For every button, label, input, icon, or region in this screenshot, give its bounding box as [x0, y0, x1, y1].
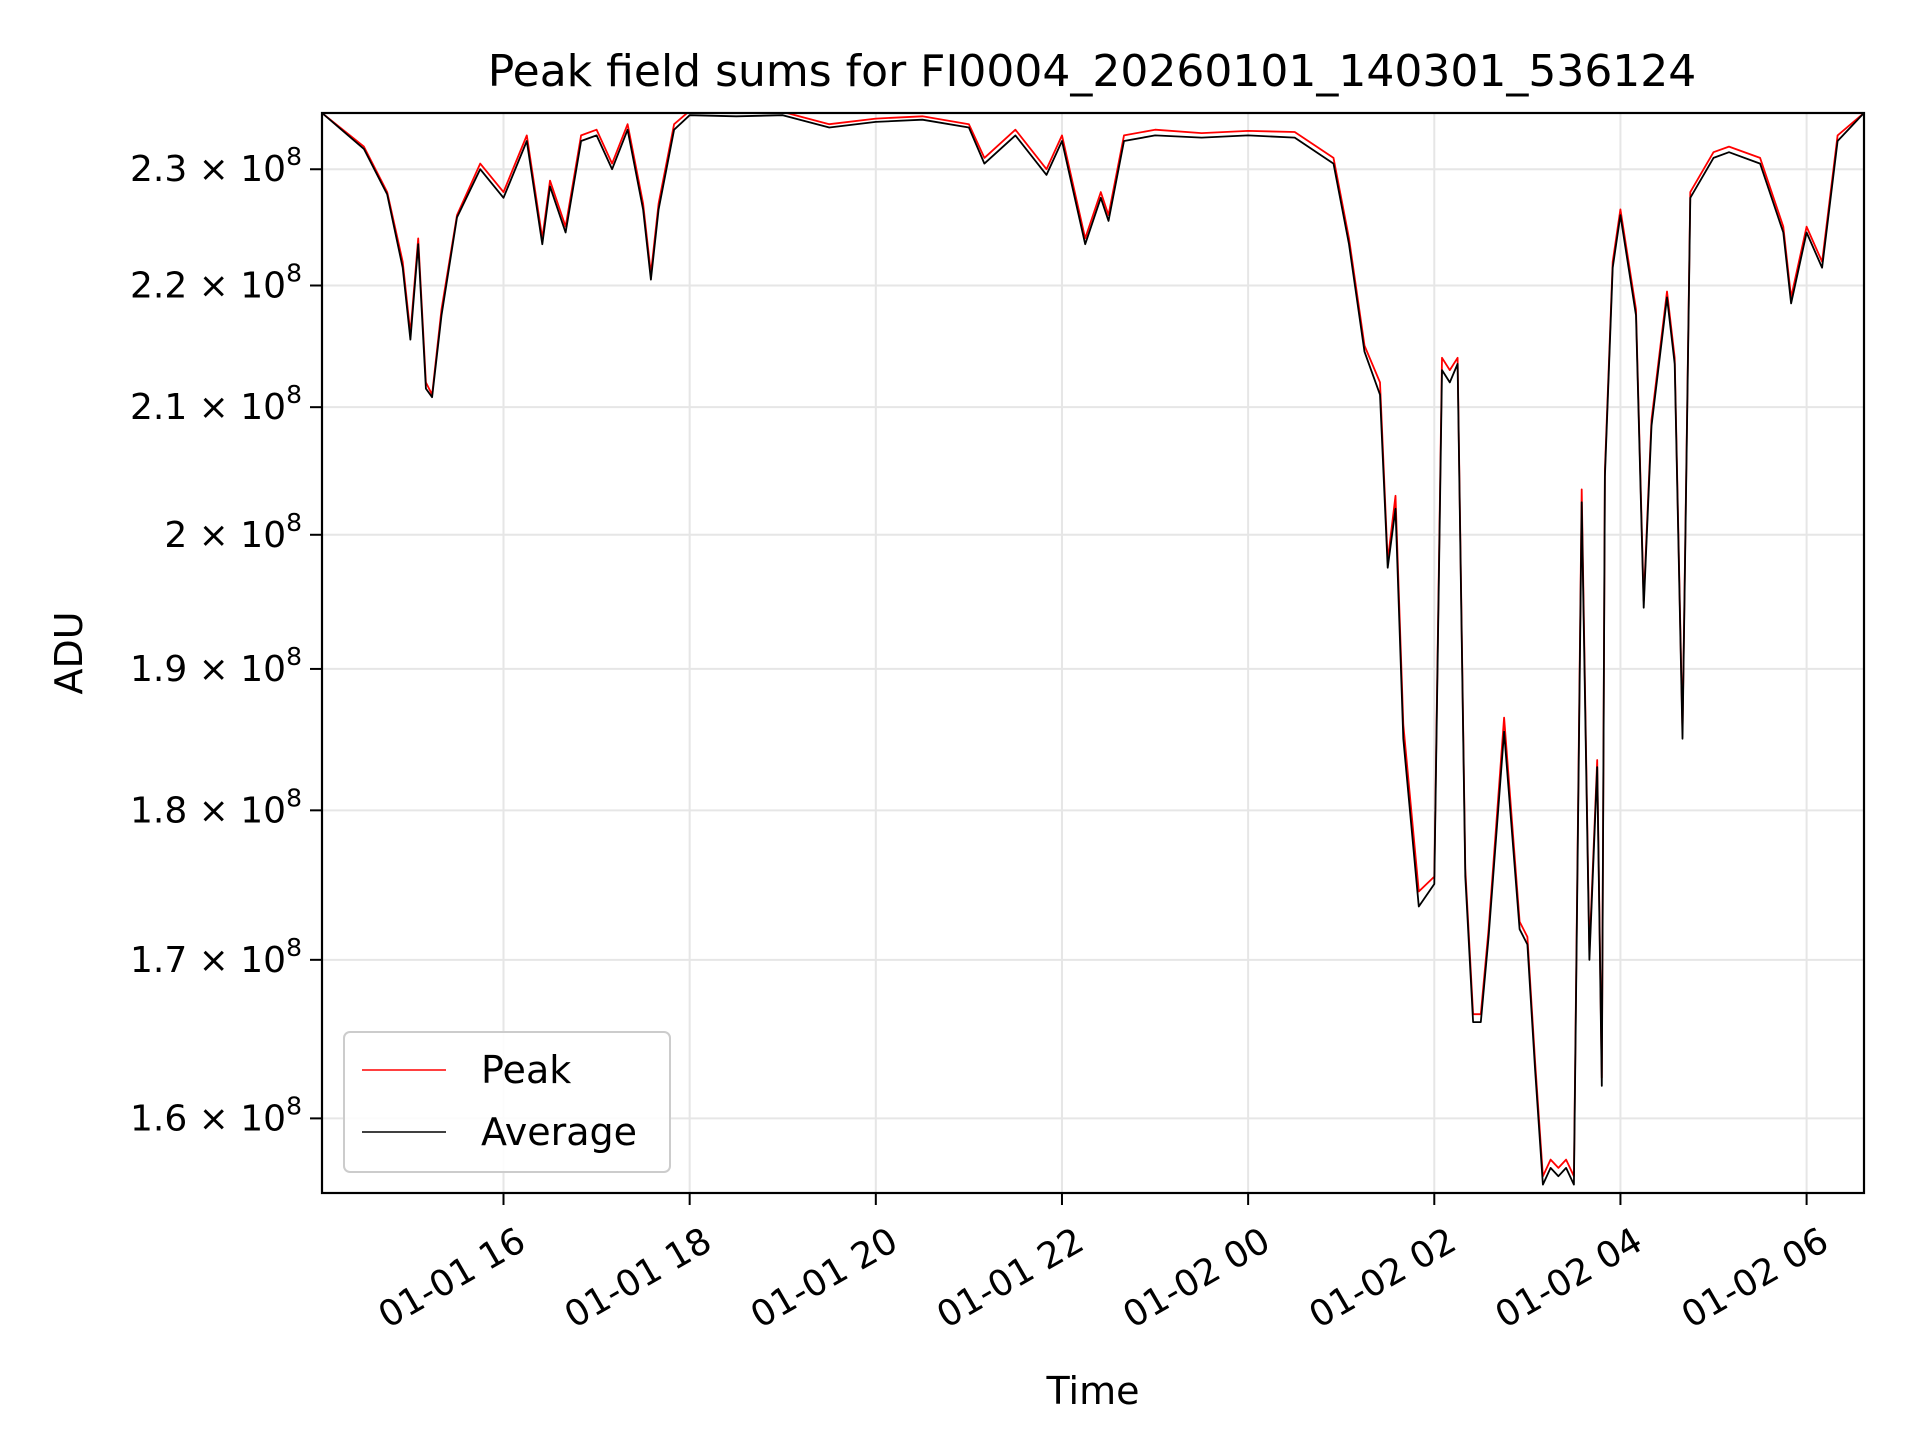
y-tick-label: 1.9 × 108 — [130, 642, 302, 690]
legend-label-average: Average — [481, 1110, 637, 1154]
legend: Peak Average — [343, 1031, 671, 1173]
series-line-average — [322, 113, 1864, 1186]
x-axis-label: Time — [1046, 1369, 1140, 1413]
y-tick-label: 2.1 × 108 — [130, 380, 302, 428]
plot-frame — [320, 111, 1866, 1195]
y-tick-label: 2.2 × 108 — [130, 259, 302, 307]
y-tick-label: 2.3 × 108 — [130, 142, 302, 190]
y-tick-label: 2 × 108 — [164, 508, 302, 556]
plot-area — [322, 113, 1864, 1186]
legend-box — [343, 1031, 671, 1173]
y-tick-label: 1.8 × 108 — [130, 783, 302, 831]
y-axis-label: ADU — [47, 611, 91, 694]
chart-title: Peak field sums for FI0004_20260101_1403… — [488, 46, 1697, 97]
y-axis: 1.6 × 108 1.7 × 108 1.8 × 108 1.9 × 108 2 × … — [130, 142, 322, 1139]
legend-label-peak: Peak — [481, 1048, 571, 1092]
y-tick-label: 1.7 × 108 — [130, 933, 302, 981]
y-tick-label: 1.6 × 108 — [130, 1091, 302, 1139]
